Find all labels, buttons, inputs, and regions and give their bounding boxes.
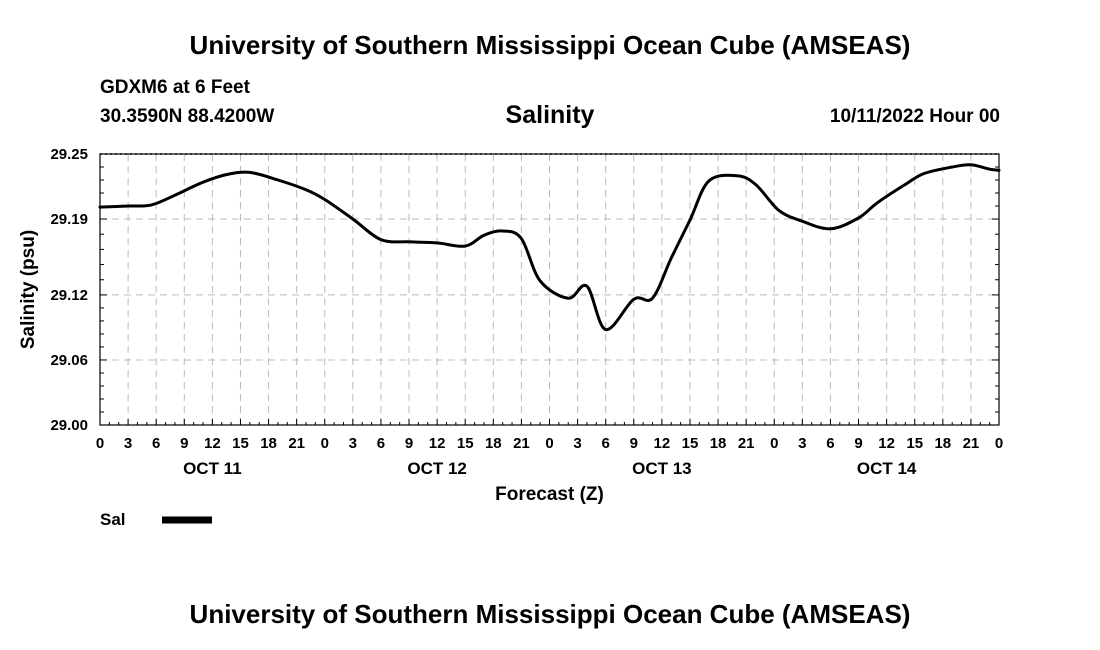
y-tick-label: 29.19 [50,211,88,228]
y-tick-label: 29.06 [50,352,88,369]
x-tick-label: 9 [854,435,862,452]
x-tick-label: 3 [124,435,132,452]
y-tick-label: 29.25 [50,146,88,163]
x-tick-label: 12 [654,435,671,452]
x-tick-label: 0 [770,435,778,452]
footer-title: University of Southern Mississippi Ocean… [189,599,911,629]
x-tick-label: 6 [152,435,160,452]
x-tick-label: 21 [513,435,530,452]
x-tick-label: 0 [321,435,329,452]
chart-subtitle: Salinity [505,101,595,129]
x-tick-label: 18 [485,435,502,452]
x-tick-label: 15 [232,435,249,452]
forecast-datetime: 10/11/2022 Hour 00 [829,106,1000,127]
x-tick-label: 6 [826,435,834,452]
x-tick-label: 21 [963,435,980,452]
x-tick-label: 3 [573,435,581,452]
salinity-series-line [98,163,1001,332]
x-tick-label: 21 [288,435,305,452]
x-tick-label: 9 [405,435,413,452]
x-tick-label: 18 [934,435,951,452]
station-label: GDXM6 at 6 Feet [100,77,250,98]
salinity-chart: 0 3 6 9 12 15 18 21 0 3 6 9 12 15 18 21 0 3 6 9 12 15 18 21 0 3 6 9… [18,146,1003,529]
y-tick-label: 29.00 [50,417,88,434]
x-tick-label: 12 [429,435,446,452]
day-label: OCT 11 [183,459,242,478]
x-tick-label: 21 [738,435,755,452]
x-tick-label: 12 [204,435,221,452]
day-label: OCT 13 [632,459,692,478]
y-tick-label: 29.12 [50,287,88,304]
plot-frame [99,153,1000,426]
axis-labels: 0 3 6 9 12 15 18 21 0 3 6 9 12 15 18 21 0 3 6 9 12 15 18 21 0 3 6 9… [50,146,1003,478]
x-tick-label: 12 [878,435,895,452]
y-axis-title: Salinity (psu) [18,230,39,349]
x-tick-label: 6 [602,435,610,452]
day-label: OCT 14 [857,459,917,478]
x-tick-label: 9 [630,435,638,452]
x-tick-label: 3 [798,435,806,452]
x-tick-label: 15 [906,435,923,452]
day-label: OCT 12 [407,459,467,478]
legend-label: Sal [100,510,126,529]
x-axis-title: Forecast (Z) [495,484,604,505]
x-tick-label: 0 [545,435,553,452]
chart-main-title: University of Southern Mississippi Ocean… [189,30,911,60]
x-tick-label: 9 [180,435,188,452]
x-tick-label: 18 [260,435,277,452]
x-tick-label: 15 [457,435,474,452]
coordinates-label: 30.3590N 88.4200W [100,106,275,127]
x-tick-label: 0 [995,435,1003,452]
x-tick-label: 15 [682,435,699,452]
x-tick-label: 0 [96,435,104,452]
x-tick-label: 6 [377,435,385,452]
x-tick-label: 3 [349,435,357,452]
x-tick-label: 18 [710,435,727,452]
